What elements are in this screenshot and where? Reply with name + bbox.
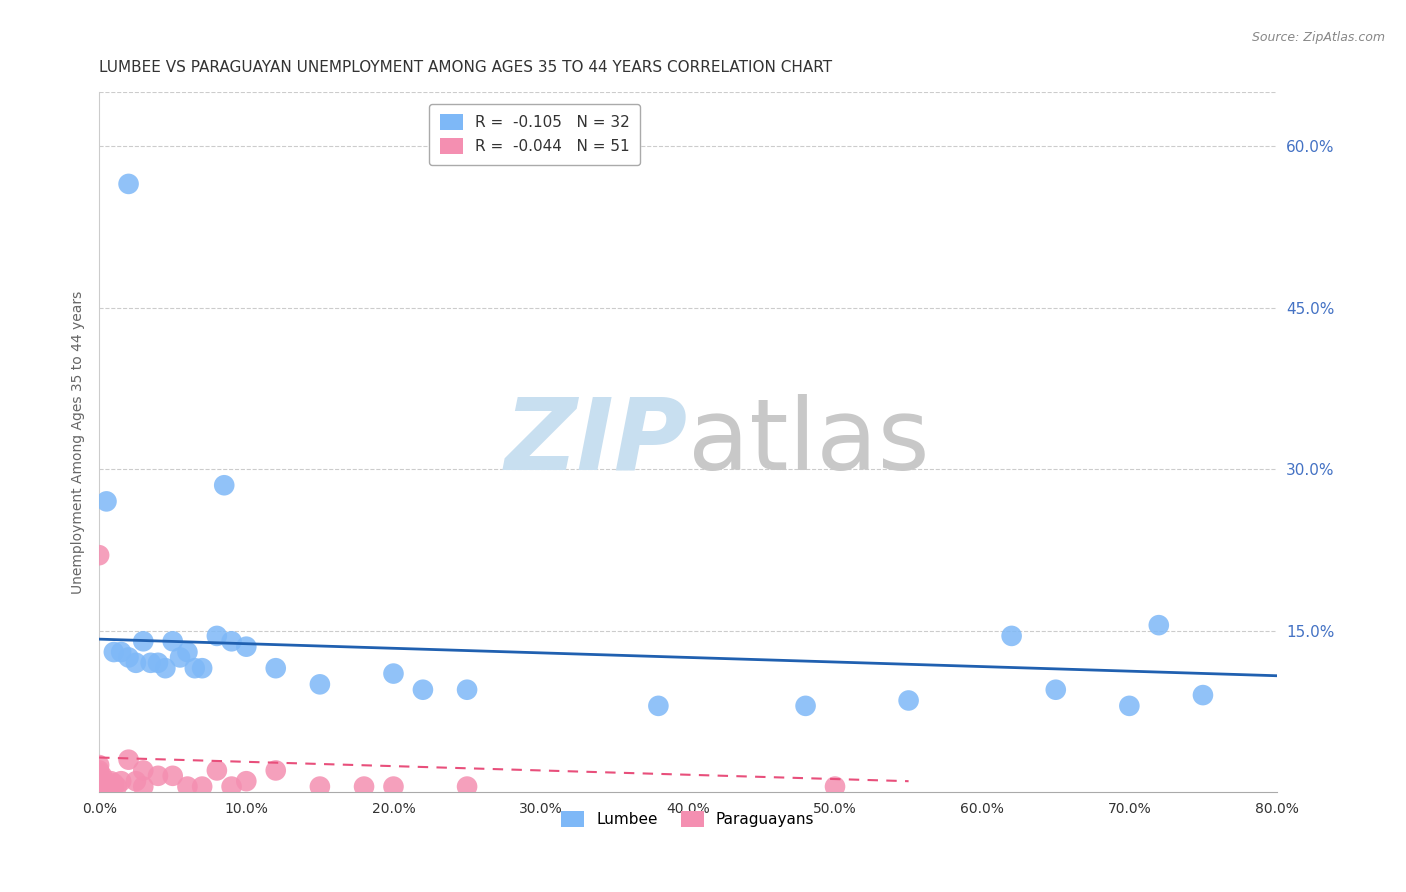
Point bbox=[412, 682, 434, 697]
Point bbox=[98, 780, 121, 794]
Point bbox=[1118, 698, 1140, 713]
Point bbox=[110, 774, 132, 789]
Point bbox=[1045, 682, 1067, 697]
Point bbox=[89, 548, 111, 562]
Point bbox=[101, 780, 124, 794]
Point bbox=[89, 765, 111, 780]
Point bbox=[146, 769, 169, 783]
Point bbox=[176, 780, 198, 794]
Point bbox=[90, 774, 112, 789]
Point bbox=[309, 780, 332, 794]
Text: atlas: atlas bbox=[688, 393, 929, 491]
Point bbox=[89, 764, 111, 778]
Point bbox=[96, 494, 118, 508]
Point bbox=[125, 656, 148, 670]
Point bbox=[191, 661, 214, 675]
Legend: Lumbee, Paraguayans: Lumbee, Paraguayans bbox=[555, 805, 821, 833]
Point bbox=[89, 785, 111, 799]
Point bbox=[89, 769, 111, 783]
Point bbox=[94, 780, 117, 794]
Point bbox=[169, 650, 191, 665]
Point bbox=[382, 780, 405, 794]
Point bbox=[235, 640, 257, 654]
Point bbox=[91, 780, 114, 794]
Point bbox=[647, 698, 669, 713]
Point bbox=[89, 785, 111, 799]
Point bbox=[162, 769, 184, 783]
Point bbox=[132, 634, 155, 648]
Point bbox=[117, 753, 139, 767]
Point bbox=[897, 693, 920, 707]
Point bbox=[110, 645, 132, 659]
Point bbox=[89, 758, 111, 772]
Point bbox=[89, 777, 111, 791]
Point bbox=[103, 780, 125, 794]
Point bbox=[103, 776, 125, 790]
Point bbox=[100, 774, 122, 789]
Point bbox=[212, 478, 235, 492]
Point bbox=[221, 634, 243, 648]
Text: Source: ZipAtlas.com: Source: ZipAtlas.com bbox=[1251, 31, 1385, 45]
Point bbox=[235, 774, 257, 789]
Point bbox=[89, 780, 111, 795]
Point bbox=[264, 661, 287, 675]
Point bbox=[117, 650, 139, 665]
Point bbox=[89, 780, 111, 794]
Point bbox=[1192, 688, 1215, 702]
Point bbox=[89, 774, 111, 789]
Point bbox=[89, 785, 111, 799]
Point bbox=[89, 781, 111, 796]
Point bbox=[309, 677, 332, 691]
Point bbox=[96, 780, 118, 794]
Point bbox=[824, 780, 846, 794]
Point bbox=[139, 656, 162, 670]
Point bbox=[794, 698, 817, 713]
Point bbox=[155, 661, 177, 675]
Point bbox=[191, 780, 214, 794]
Point bbox=[89, 785, 111, 799]
Point bbox=[132, 780, 155, 794]
Point bbox=[176, 645, 198, 659]
Point bbox=[132, 764, 155, 778]
Point bbox=[89, 785, 111, 799]
Point bbox=[1147, 618, 1170, 632]
Point bbox=[90, 780, 112, 794]
Point bbox=[89, 776, 111, 790]
Point bbox=[205, 629, 228, 643]
Point bbox=[162, 634, 184, 648]
Y-axis label: Unemployment Among Ages 35 to 44 years: Unemployment Among Ages 35 to 44 years bbox=[72, 291, 86, 594]
Point bbox=[125, 774, 148, 789]
Point bbox=[105, 780, 128, 794]
Point bbox=[221, 780, 243, 794]
Point bbox=[353, 780, 375, 794]
Point bbox=[184, 661, 207, 675]
Point bbox=[456, 780, 478, 794]
Text: LUMBEE VS PARAGUAYAN UNEMPLOYMENT AMONG AGES 35 TO 44 YEARS CORRELATION CHART: LUMBEE VS PARAGUAYAN UNEMPLOYMENT AMONG … bbox=[100, 60, 832, 75]
Point bbox=[382, 666, 405, 681]
Point bbox=[146, 656, 169, 670]
Point bbox=[89, 782, 111, 797]
Point bbox=[97, 780, 120, 794]
Point bbox=[1001, 629, 1024, 643]
Point bbox=[89, 772, 111, 786]
Point bbox=[91, 769, 114, 783]
Text: ZIP: ZIP bbox=[505, 393, 688, 491]
Point bbox=[93, 780, 115, 794]
Point bbox=[103, 645, 125, 659]
Point bbox=[456, 682, 478, 697]
Point bbox=[89, 779, 111, 793]
Point bbox=[117, 177, 139, 191]
Point bbox=[205, 764, 228, 778]
Point bbox=[264, 764, 287, 778]
